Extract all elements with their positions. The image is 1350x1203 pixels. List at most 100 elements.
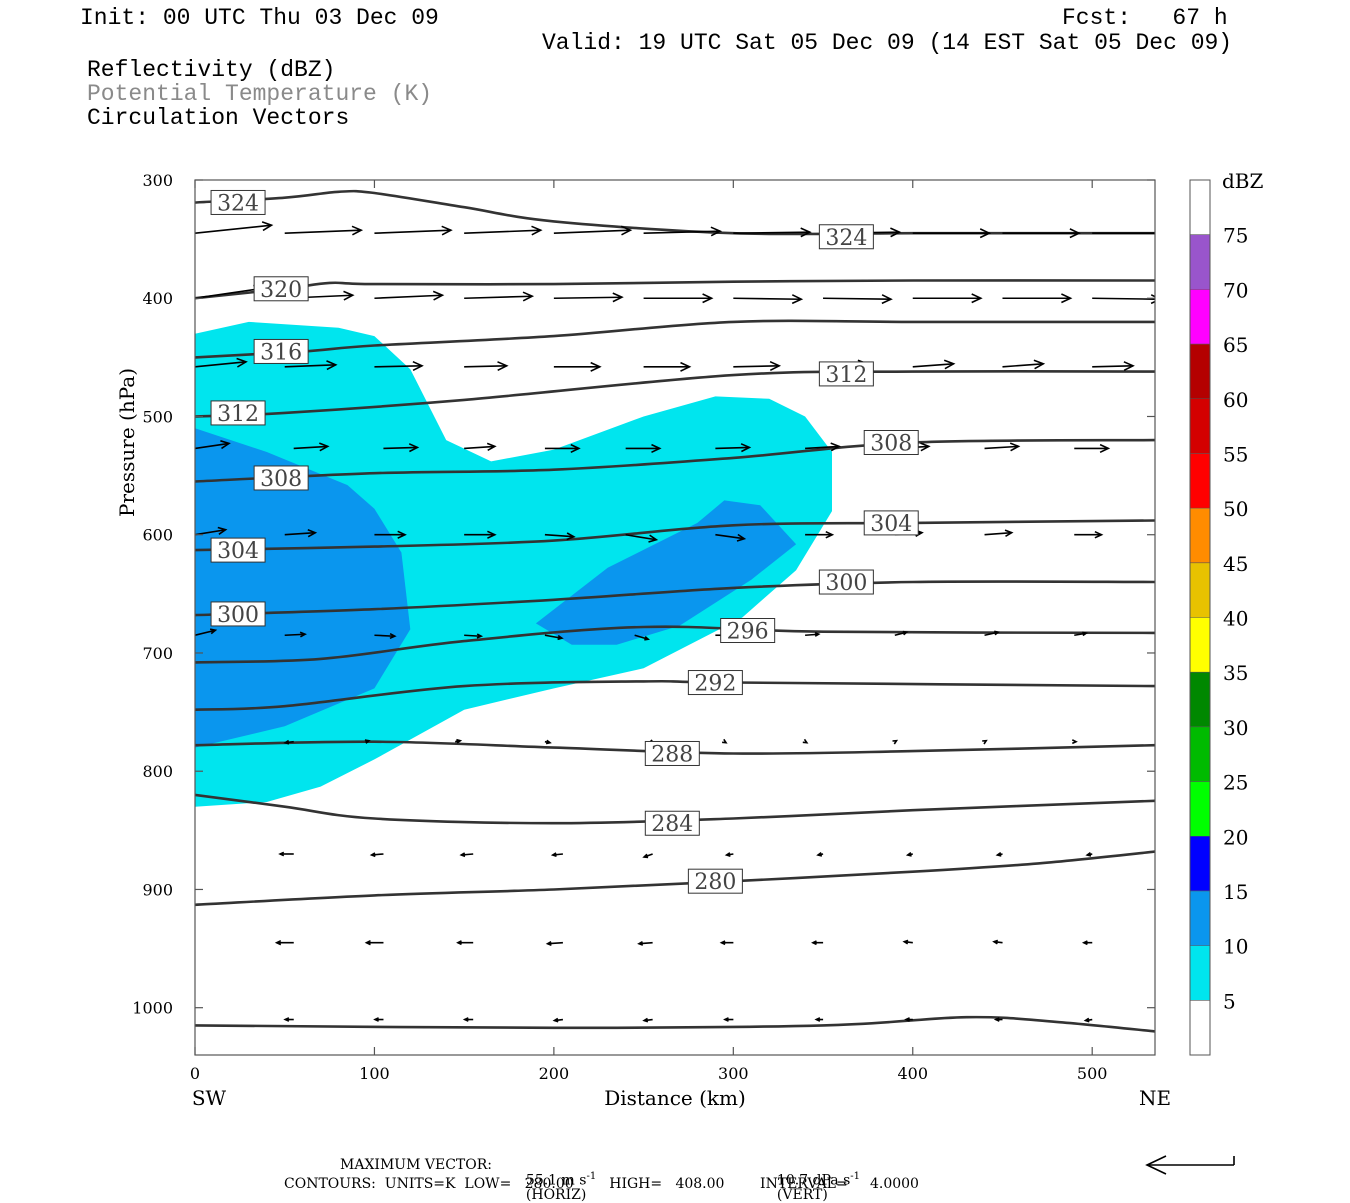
y-tick-label: 900	[142, 880, 173, 899]
theta-label-324: 324	[825, 226, 867, 251]
theta-label-box-312	[210, 400, 266, 426]
wind-vector	[984, 445, 1019, 450]
wind-vector	[374, 229, 451, 235]
y-tick-label: 700	[142, 644, 173, 663]
wind-vector-head	[545, 739, 552, 745]
colorbar-label: 20	[1223, 825, 1248, 849]
theta-contour-316	[195, 319, 1155, 359]
theta-label-292: 292	[694, 672, 736, 697]
wind-vector-head	[487, 530, 497, 539]
wind-vector-head	[881, 294, 893, 305]
wind-vector	[733, 365, 780, 368]
theta-contour-292	[195, 679, 1155, 711]
wind-vector-head	[769, 360, 782, 372]
wind-vector	[374, 294, 443, 300]
colorbar-swatch	[1190, 453, 1210, 509]
wind-vector	[195, 361, 247, 368]
wind-vector-head	[892, 739, 899, 745]
wind-vector-head	[612, 292, 624, 303]
wind-vector-head	[620, 225, 633, 236]
wind-vector-head	[432, 290, 445, 301]
wind-vector-head	[724, 852, 731, 857]
colorbar-swatch	[1190, 344, 1210, 399]
colorbar-label: 25	[1223, 771, 1248, 795]
wind-vector-head	[522, 291, 535, 302]
wind-vector	[464, 295, 533, 300]
wind-vector	[461, 853, 474, 856]
wind-vector-head	[220, 440, 231, 450]
wind-vector-head	[462, 1017, 469, 1022]
max-vector-horiz-value: 55.1 m s	[525, 1172, 587, 1189]
x-axis-left-label: SW	[192, 1086, 227, 1110]
theta-label-box-308	[863, 430, 919, 455]
theta-label-box-324	[210, 189, 266, 215]
wind-vector	[1002, 363, 1044, 368]
theta-label-308: 308	[870, 432, 912, 457]
x-axis-title: Distance (km)	[604, 1086, 746, 1110]
theta-label-box-304	[210, 537, 266, 563]
field-circulation-vectors: Circulation Vectors	[87, 105, 350, 131]
wind-vector-head	[552, 1017, 559, 1023]
contour-info: CONTOURS: UNITS=K LOW= 280.00 HIGH= 408.…	[284, 1176, 919, 1192]
y-tick-label: 300	[142, 171, 173, 190]
theta-contour-296	[195, 625, 1155, 664]
theta-label-300: 300	[825, 571, 867, 596]
reference-vector-head	[1145, 1155, 1167, 1175]
wind-vector-head	[800, 227, 812, 238]
theta-label-box-300	[818, 569, 874, 595]
wind-vector-head	[217, 526, 228, 535]
wind-vector	[374, 365, 423, 368]
wind-vector-head	[637, 941, 644, 946]
theta-label-box-300	[210, 601, 266, 627]
wind-vector-head	[722, 738, 728, 744]
wind-vector	[1092, 365, 1134, 368]
wind-vector	[383, 446, 418, 450]
wind-vector	[733, 297, 802, 301]
wind-vector-head	[1085, 851, 1092, 857]
wind-vector	[984, 531, 1012, 536]
wind-vector-head	[740, 443, 752, 453]
wind-vector	[1092, 297, 1155, 300]
max-vector-label: MAXIMUM VECTOR:	[340, 1157, 492, 1173]
theta-contour-304	[195, 519, 1155, 552]
wind-vector-head	[1081, 940, 1088, 946]
wind-vector	[284, 229, 362, 235]
colorbar-label: 50	[1223, 497, 1248, 521]
wind-vector-head	[1123, 361, 1135, 372]
max-vector-vert-value: 10.7 dPa s	[776, 1172, 851, 1189]
wind-vector	[805, 445, 840, 450]
colorbar-swatch	[1190, 180, 1210, 235]
x-tick-label: 500	[1077, 1064, 1108, 1083]
x-tick-label: 300	[718, 1064, 749, 1083]
max-vector-vert-unit: (VERT)	[776, 1186, 828, 1203]
wind-vector-head	[920, 442, 931, 452]
theta-label-box-304	[863, 510, 919, 536]
wind-vector-head	[351, 225, 364, 236]
max-vector-horiz: 55.1 m s-1 (HORIZ)	[517, 1158, 596, 1202]
wind-vector	[284, 531, 316, 536]
wind-vector-head	[299, 631, 307, 638]
wind-vector	[553, 229, 631, 235]
wind-vector-head	[531, 225, 543, 236]
wind-vector	[553, 296, 622, 300]
wind-vector-head	[994, 630, 1000, 636]
wind-vector-head	[497, 361, 509, 372]
wind-vector-head	[1071, 739, 1078, 745]
colorbar-label: 5	[1223, 989, 1236, 1013]
theta-label-308: 308	[260, 467, 302, 492]
wind-vector-head	[904, 1017, 910, 1022]
colorbar-label: 55	[1223, 442, 1248, 466]
wind-vector-head	[791, 294, 804, 305]
wind-vector-head	[992, 939, 999, 945]
wind-vector	[544, 634, 563, 640]
theta-label-box-296	[720, 618, 776, 644]
wind-vector-head	[814, 632, 821, 637]
colorbar-swatch	[1190, 945, 1210, 1001]
wind-vector	[464, 365, 507, 368]
wind-vector-head	[412, 360, 424, 372]
exponent-vert: -1	[850, 1171, 861, 1182]
exponent-horiz: -1	[586, 1171, 597, 1182]
wind-vector-head	[943, 359, 956, 370]
wind-vector-head	[278, 851, 285, 857]
wind-vector-head	[570, 443, 581, 454]
